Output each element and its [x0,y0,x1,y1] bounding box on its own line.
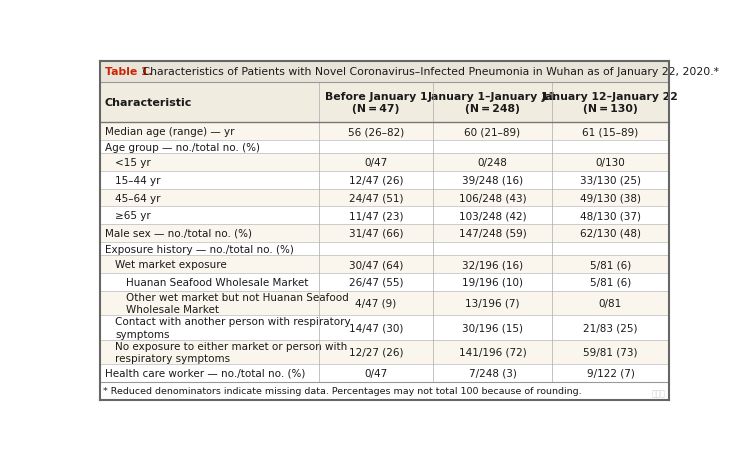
Text: 147/248 (59): 147/248 (59) [458,228,526,238]
Bar [100,256,669,273]
Bar [100,273,669,291]
Text: 5/81 (6): 5/81 (6) [590,277,631,287]
Text: 62/130 (48): 62/130 (48) [580,228,641,238]
Text: <15 yr: <15 yr [116,158,152,168]
Text: 15–44 yr: 15–44 yr [116,176,161,186]
Text: 9/122 (7): 9/122 (7) [586,368,634,378]
Text: 59/81 (73): 59/81 (73) [584,347,638,357]
Text: January 12–January 22
(N = 130): January 12–January 22 (N = 130) [542,92,679,114]
Text: Table 1.: Table 1. [104,67,152,77]
Bar [100,242,669,256]
Text: 11/47 (23): 11/47 (23) [349,211,403,221]
Text: Age group — no./total no. (%): Age group — no./total no. (%) [104,142,260,152]
Text: 31/47 (66): 31/47 (66) [349,228,403,238]
Bar [100,340,669,364]
Text: Contact with another person with respiratory
symptoms: Contact with another person with respira… [116,317,351,339]
Text: Other wet market but not Huanan Seafood
Wholesale Market: Other wet market but not Huanan Seafood … [126,292,349,314]
Text: 7/248 (3): 7/248 (3) [469,368,517,378]
Text: 30/47 (64): 30/47 (64) [349,260,403,270]
Text: 39/248 (16): 39/248 (16) [462,176,523,186]
Text: 0/47: 0/47 [364,158,388,168]
Text: Health care worker — no./total no. (%): Health care worker — no./total no. (%) [104,368,305,378]
Text: Characteristics of Patients with Novel Coronavirus–Infected Pneumonia in Wuhan a: Characteristics of Patients with Novel C… [139,67,718,77]
Text: 4/47 (9): 4/47 (9) [356,298,397,308]
Text: Wet market exposure: Wet market exposure [116,260,227,270]
Text: 21/83 (25): 21/83 (25) [584,323,638,333]
Text: 49/130 (38): 49/130 (38) [580,193,641,203]
Text: 45–64 yr: 45–64 yr [116,193,161,203]
Text: Median age (range) — yr: Median age (range) — yr [104,127,234,137]
Text: 12/27 (26): 12/27 (26) [349,347,403,357]
Bar [100,382,669,400]
Text: 61 (15–89): 61 (15–89) [582,127,638,137]
Text: 19/196 (10): 19/196 (10) [462,277,523,287]
Text: 106/248 (43): 106/248 (43) [459,193,526,203]
Text: 26/47 (55): 26/47 (55) [349,277,403,287]
Bar [100,172,669,189]
Text: Characteristic: Characteristic [104,98,192,108]
Text: 60 (21–89): 60 (21–89) [464,127,520,137]
Text: 14/47 (30): 14/47 (30) [349,323,403,333]
Text: 13/196 (7): 13/196 (7) [465,298,520,308]
Text: 32/196 (16): 32/196 (16) [462,260,523,270]
Bar [100,315,669,340]
Text: 141/196 (72): 141/196 (72) [458,347,526,357]
Text: 56 (26–82): 56 (26–82) [348,127,404,137]
Bar [100,123,669,141]
Bar [100,141,669,154]
Text: 103/248 (42): 103/248 (42) [459,211,526,221]
Bar [100,189,669,207]
Text: January 1–January 11
(N = 248): January 1–January 11 (N = 248) [428,92,557,114]
Text: 0/81: 0/81 [598,298,622,308]
Text: 0/47: 0/47 [364,368,388,378]
Text: 量子位: 量子位 [652,388,666,397]
Text: No exposure to either market or person with
respiratory symptoms: No exposure to either market or person w… [116,341,348,363]
Bar [100,207,669,225]
Text: 5/81 (6): 5/81 (6) [590,260,631,270]
Bar [100,291,669,315]
Text: 30/196 (15): 30/196 (15) [462,323,523,333]
Bar [100,364,669,382]
Text: 24/47 (51): 24/47 (51) [349,193,403,203]
Bar [100,225,669,242]
Text: Before January 1
(N = 47): Before January 1 (N = 47) [325,92,427,114]
Text: Male sex — no./total no. (%): Male sex — no./total no. (%) [104,228,251,238]
Bar [100,83,669,123]
Text: 33/130 (25): 33/130 (25) [580,176,641,186]
Text: Huanan Seafood Wholesale Market: Huanan Seafood Wholesale Market [126,277,309,287]
Text: 12/47 (26): 12/47 (26) [349,176,403,186]
Text: 0/248: 0/248 [478,158,508,168]
Bar [100,61,669,83]
Text: 48/130 (37): 48/130 (37) [580,211,641,221]
Text: * Reduced denominators indicate missing data. Percentages may not total 100 beca: * Reduced denominators indicate missing … [103,387,582,395]
Text: Exposure history — no./total no. (%): Exposure history — no./total no. (%) [104,244,293,254]
Text: 0/130: 0/130 [596,158,626,168]
Text: ≥65 yr: ≥65 yr [116,211,152,221]
Bar [100,154,669,172]
